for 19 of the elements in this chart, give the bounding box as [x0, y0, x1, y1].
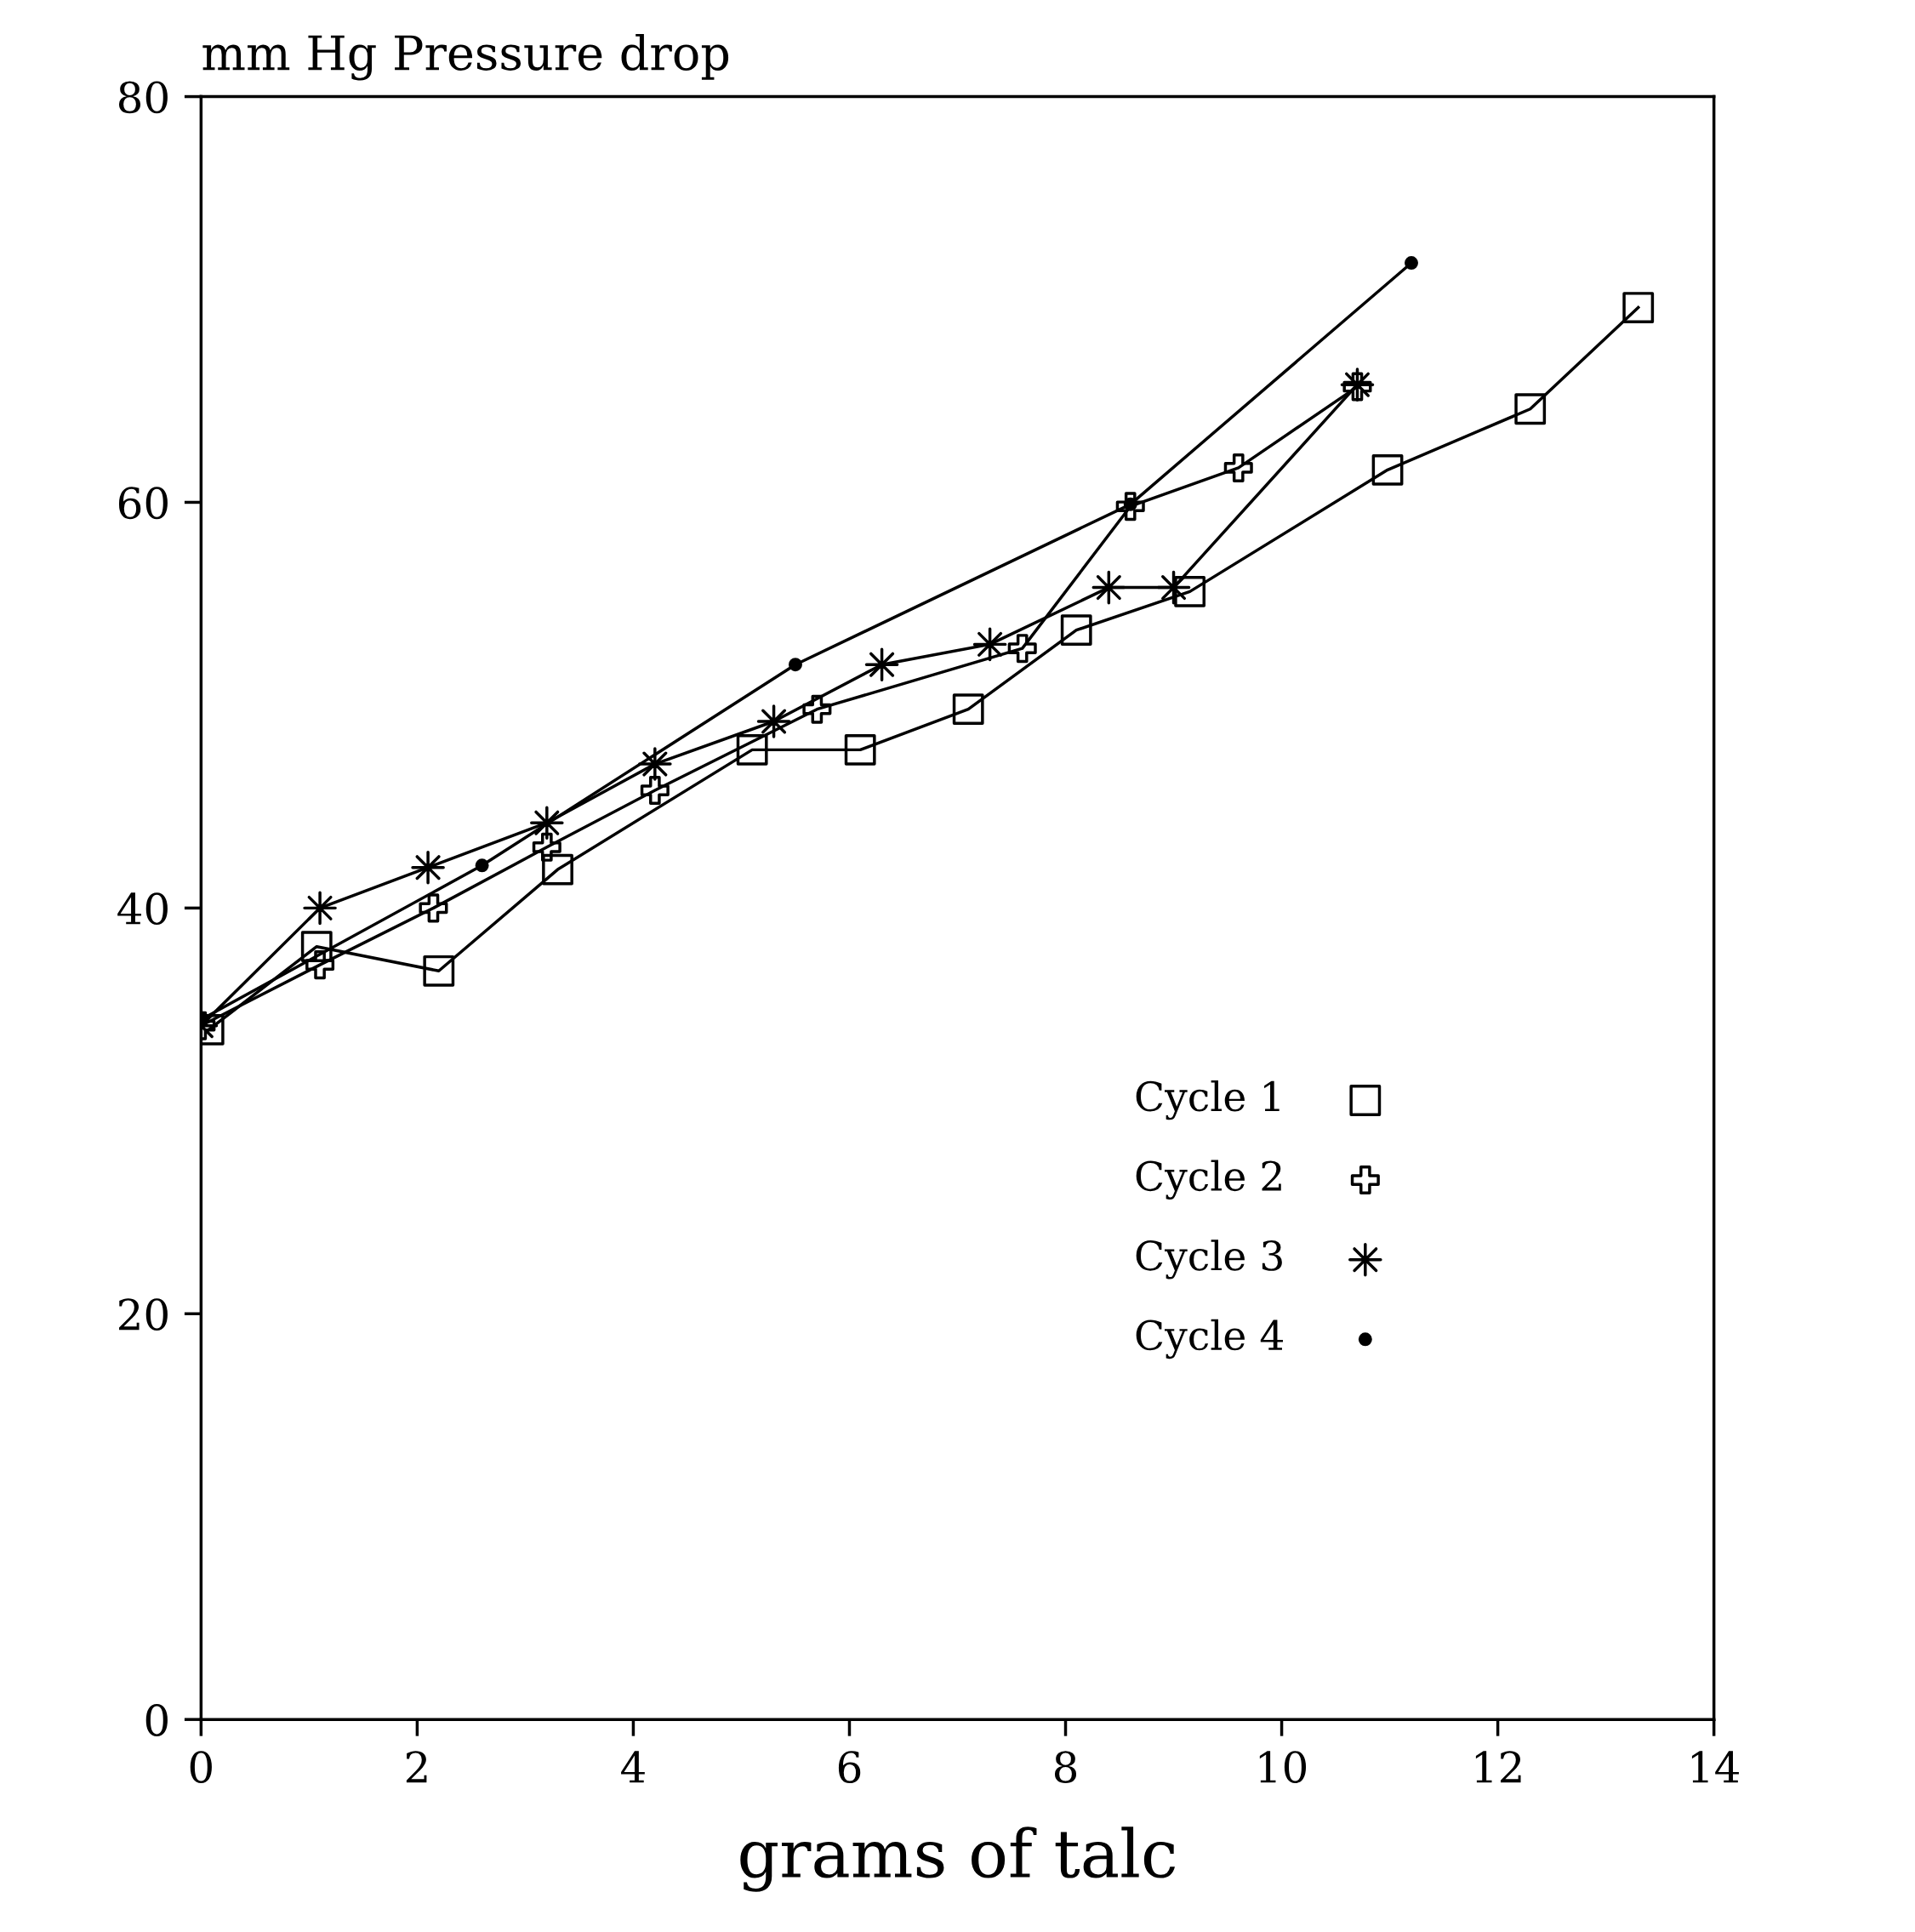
x-tick-label: 12	[1475, 1751, 1521, 1783]
legend-label: Cycle 4	[1136, 1319, 1284, 1359]
legend-label: Cycle 1	[1136, 1080, 1280, 1120]
x-tick-label: 2	[406, 1751, 427, 1783]
x-axis-title: grams of talc	[740, 1827, 1175, 1892]
y-tick-label: 80	[118, 81, 168, 114]
x-tick-label: 6	[838, 1751, 861, 1783]
legend-label: Cycle 2	[1136, 1160, 1281, 1200]
y-tick-label: 40	[117, 892, 168, 926]
y-tick-label: 20	[119, 1298, 168, 1331]
x-tick-label: 0	[190, 1751, 212, 1783]
x-tick-label: 8	[1054, 1751, 1077, 1783]
x-tick-label: 10	[1259, 1751, 1307, 1783]
legend-label: Cycle 3	[1136, 1240, 1282, 1279]
y-tick-label: 0	[145, 1704, 168, 1736]
x-tick-label: 14	[1691, 1751, 1739, 1783]
y-axis-title: mm Hg Pressure drop	[202, 33, 729, 81]
y-tick-label: 60	[118, 487, 168, 520]
x-tick-label: 4	[621, 1751, 645, 1783]
